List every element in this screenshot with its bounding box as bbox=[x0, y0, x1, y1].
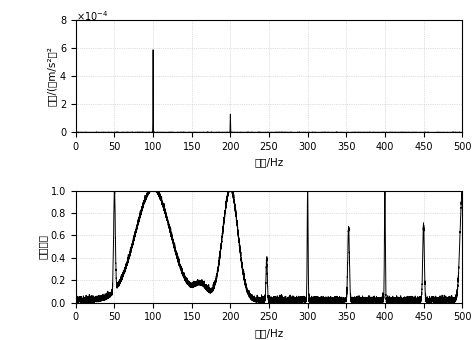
X-axis label: 频率/Hz: 频率/Hz bbox=[255, 158, 283, 168]
Y-axis label: 相干系数: 相干系数 bbox=[38, 234, 48, 259]
X-axis label: 频率/Hz: 频率/Hz bbox=[255, 328, 283, 338]
Y-axis label: 幅値/(（m/s²）²: 幅値/(（m/s²）² bbox=[47, 47, 57, 106]
Text: $\times 10^{-4}$: $\times 10^{-4}$ bbox=[76, 9, 108, 23]
